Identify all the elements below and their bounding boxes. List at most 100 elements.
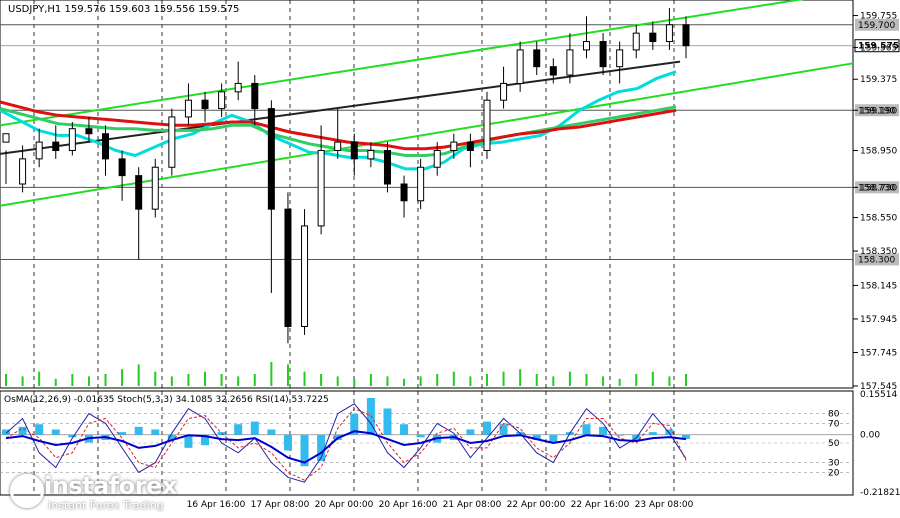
candle-body — [549, 66, 557, 76]
candle-body — [168, 116, 176, 168]
candle-body — [367, 149, 375, 160]
osma-bar — [549, 434, 558, 443]
candle-body — [19, 158, 27, 185]
osma-bar — [682, 434, 690, 439]
symbol-header: USDJPY,H1 159.576 159.603 159.556 159.57… — [8, 4, 239, 15]
candle-body — [649, 32, 657, 43]
osma-bar — [2, 429, 10, 435]
volume-bar — [71, 374, 74, 386]
candle-body — [334, 141, 342, 151]
stochastic-main-line — [5, 403, 687, 483]
candle-body — [616, 49, 624, 68]
volume-bar — [87, 376, 90, 386]
volume-bar — [585, 374, 588, 386]
candle-body — [350, 141, 358, 160]
candle-body — [2, 133, 10, 143]
candle-body — [201, 99, 209, 110]
volume-bar — [204, 371, 207, 386]
osma-bar — [582, 424, 591, 435]
candle-body — [301, 225, 309, 327]
level-layer: 159.700 159.190 158.730 158.300 159.575 — [0, 18, 900, 266]
level-label: 159.190 — [858, 106, 895, 116]
trend-channel-line — [0, 0, 804, 127]
x-tick-label: 17 Apr 08:00 — [251, 500, 310, 510]
y-tick-label: 158.950 — [860, 146, 897, 156]
x-tick-label: 22 Apr 16:00 — [571, 500, 630, 510]
x-tick-label: 21 Apr 08:00 — [443, 500, 502, 510]
oscillator-level-tick: 20 — [828, 468, 840, 478]
oscillator-level-tick: 50 — [828, 439, 840, 449]
y-tick-label: 158.730 — [860, 183, 897, 193]
y-tick-label: 159.755 — [860, 12, 897, 22]
x-tick-label: 22 Apr 00:00 — [507, 500, 566, 510]
candle-body — [500, 82, 508, 101]
x-tick-label: 20 Apr 16:00 — [379, 500, 438, 510]
candle-body — [466, 141, 474, 151]
y-tick-label: 157.945 — [860, 315, 897, 325]
volume-bar — [286, 364, 289, 386]
volume-bar — [270, 362, 273, 386]
level-label-box — [855, 253, 899, 266]
x-tick-label: 16 Apr 16:00 — [187, 500, 246, 510]
oscillator-level-tick: 70 — [828, 419, 840, 429]
osma-bar — [68, 434, 77, 438]
osma-bar — [35, 424, 44, 435]
candle-layer — [2, 8, 690, 344]
volume-bar — [469, 376, 472, 386]
volume-bar — [519, 369, 522, 386]
volume-bar — [253, 374, 256, 386]
volume-bar — [436, 374, 439, 386]
y-axis: 159.755 159.565 159.375 159.190 158.950 158.7… — [853, 12, 897, 392]
candle-body — [483, 99, 491, 151]
instaforex-logo: instaforex Instant Forex Trading — [4, 470, 184, 512]
osma-bar — [648, 432, 657, 435]
volume-bar — [452, 371, 455, 386]
candle-body — [135, 175, 143, 210]
osma-bar — [134, 426, 143, 435]
candle-body — [632, 32, 640, 51]
candle-body — [433, 149, 441, 168]
volume-bar — [651, 371, 654, 386]
level-label-box — [855, 104, 899, 117]
volume-bar — [618, 378, 621, 386]
x-tick-label: 20 Apr 00:00 — [315, 500, 374, 510]
volume-bar — [237, 376, 240, 386]
volume-bar — [635, 374, 638, 386]
oscillator-level-tick: 30 — [828, 459, 840, 469]
logo-tagline: Instant Forex Trading — [48, 499, 164, 512]
candle-body — [566, 49, 574, 76]
current-price-label: 159.575 — [858, 42, 899, 52]
volume-bar — [403, 378, 406, 386]
candle-body — [35, 141, 43, 160]
osma-bar — [317, 434, 326, 461]
y-tick-label: 157.745 — [860, 348, 897, 358]
logo-brand: instaforex — [44, 472, 177, 500]
volume-bar — [54, 378, 57, 386]
osma-bar — [51, 429, 60, 435]
osma-bar — [250, 421, 259, 435]
osma-bar — [482, 421, 491, 435]
current-price-box — [854, 39, 900, 53]
volume-bar — [38, 371, 41, 386]
osma-bar — [234, 424, 243, 435]
volume-bar — [170, 376, 173, 386]
osma-bar — [350, 413, 359, 435]
volume-bar — [419, 376, 422, 386]
rsi-line — [5, 430, 687, 464]
x-tick-label: 23 Apr 08:00 — [635, 500, 694, 510]
candle-body — [450, 141, 458, 151]
indicator-value-tick: 0.15514 — [860, 390, 897, 400]
indicator-value-tick: -0.21821 — [860, 488, 900, 498]
volume-bar — [568, 371, 571, 386]
osma-bar — [201, 434, 210, 446]
osma-bar — [383, 408, 392, 435]
y-tick-label: 159.190 — [860, 106, 897, 116]
level-label: 159.700 — [858, 21, 895, 31]
volume-bar — [220, 374, 223, 386]
y-tick-label: 159.375 — [860, 75, 897, 85]
candle-body — [151, 166, 159, 210]
volume-bar — [21, 376, 24, 386]
y-tick-label: 158.550 — [860, 214, 897, 224]
oscillator-level-tick: 80 — [828, 410, 840, 420]
